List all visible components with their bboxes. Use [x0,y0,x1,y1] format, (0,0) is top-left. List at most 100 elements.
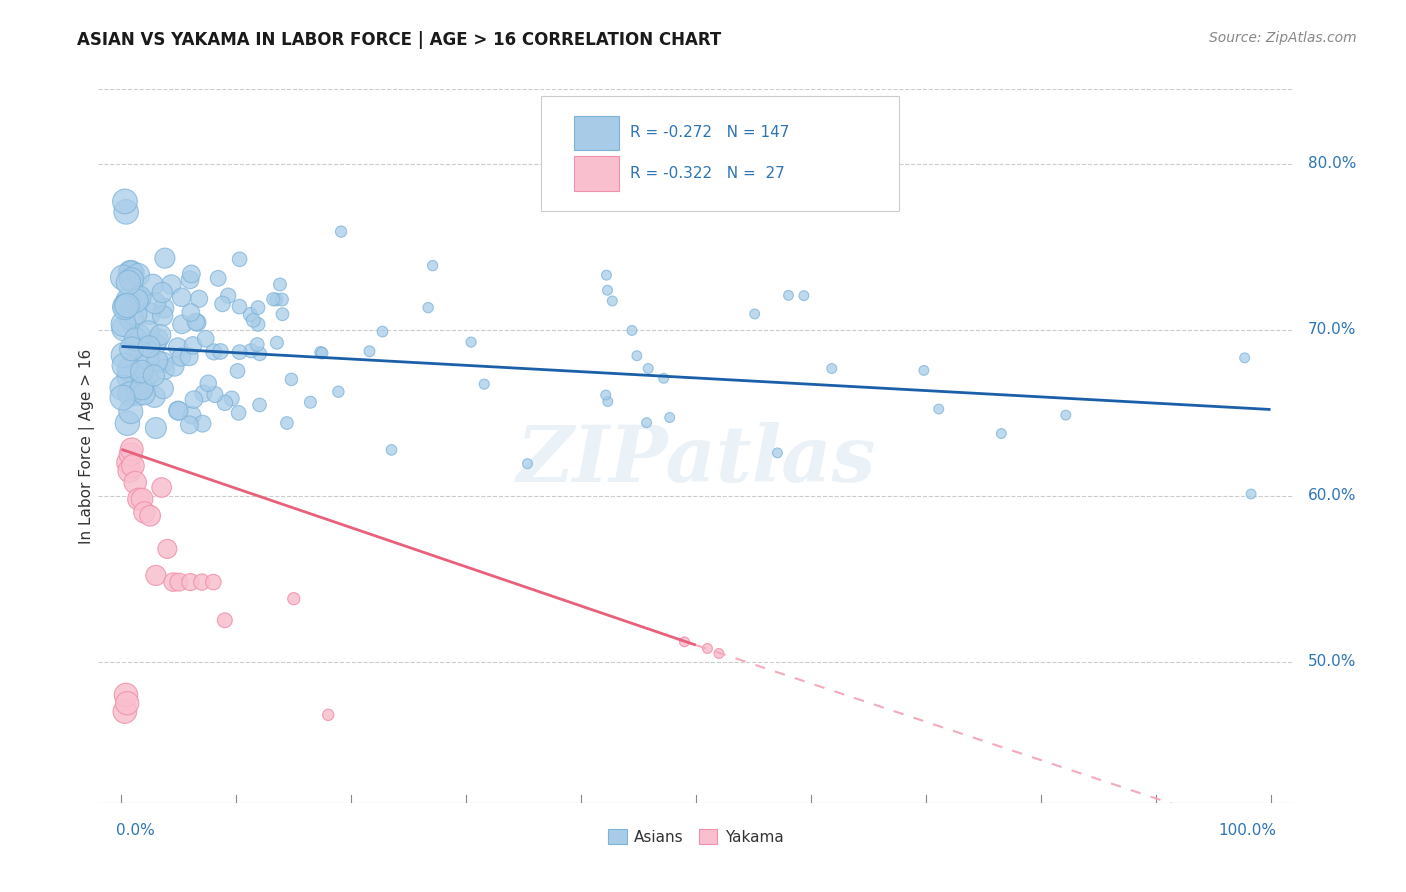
Point [249,347,271,361]
Point [239,343,262,358]
Point [118,362,141,376]
Point [136,367,159,381]
Point [152,382,174,396]
Text: 0.0%: 0.0% [115,822,155,838]
Point [114,301,136,315]
Point [128,290,150,304]
Point [138,340,160,354]
Point [121,267,143,281]
Point [170,318,193,332]
Point [516,457,538,471]
Point [1240,487,1263,501]
Point [142,277,165,292]
Point [359,344,381,359]
Point [472,377,495,392]
Point [181,409,204,423]
Point [167,575,190,590]
Point [146,332,169,346]
Point [188,292,211,306]
Point [146,354,169,368]
Point [152,301,174,315]
Point [990,426,1012,441]
Point [115,204,138,219]
Point [1054,408,1077,422]
Point [271,307,294,321]
Point [209,344,232,359]
Point [793,288,815,302]
Point [271,293,294,307]
Point [128,328,150,343]
Point [122,458,145,473]
Point [127,291,149,305]
Text: 50.0%: 50.0% [1308,654,1357,669]
Text: R = -0.272   N = 147: R = -0.272 N = 147 [630,125,790,140]
Point [707,647,730,661]
Point [262,292,284,306]
Point [170,290,193,304]
Point [170,350,193,364]
Point [620,323,643,337]
Point [118,370,141,384]
Point [330,225,353,239]
Legend: Asians, Yakama: Asians, Yakama [600,821,792,852]
Point [150,481,173,495]
FancyBboxPatch shape [574,116,620,150]
Point [120,272,142,286]
Point [242,313,264,327]
Text: 60.0%: 60.0% [1308,488,1357,503]
Point [202,344,225,359]
Point [266,335,288,350]
Point [696,641,718,656]
Point [131,382,153,396]
Point [121,442,143,457]
Point [422,259,444,273]
Text: Source: ZipAtlas.com: Source: ZipAtlas.com [1209,31,1357,45]
Point [134,505,156,519]
Point [183,392,205,407]
Point [127,268,149,282]
Point [637,361,659,376]
Point [115,696,138,710]
Point [194,332,217,346]
Point [111,381,134,395]
Point [115,688,138,702]
Point [111,270,134,285]
Point [658,410,681,425]
Point [138,306,160,320]
Point [247,301,270,315]
Point [124,307,146,321]
Point [595,388,617,402]
Point [117,293,139,308]
Point [121,342,143,356]
Point [211,297,233,311]
Point [460,335,482,350]
Point [228,252,250,267]
Point [145,568,167,582]
Point [152,309,174,323]
Text: 70.0%: 70.0% [1308,322,1357,337]
Point [596,394,619,409]
Point [114,359,136,373]
Point [163,359,186,374]
Point [193,386,215,401]
Point [127,387,149,401]
Point [197,376,219,391]
Point [143,390,166,404]
Point [636,416,658,430]
Point [380,442,402,457]
Point [128,492,150,507]
Point [371,325,394,339]
Point [214,396,236,410]
Point [136,351,159,366]
Point [207,271,229,285]
Point [283,591,305,606]
Point [112,317,135,331]
Point [112,321,135,335]
Point [153,362,176,376]
Point [117,276,139,290]
Point [595,268,617,282]
Point [214,613,236,627]
Point [246,337,269,351]
Point [266,293,288,307]
Point [228,406,250,420]
